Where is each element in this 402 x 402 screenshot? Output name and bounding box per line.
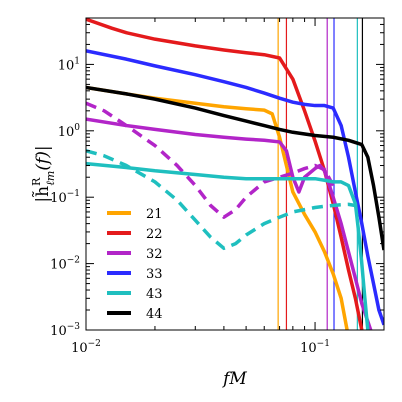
series-line-43 [86, 161, 370, 330]
series-line-43-dashed [86, 149, 356, 251]
legend-label-33: 33 [146, 267, 163, 282]
legend-label-44: 44 [146, 307, 163, 322]
series-lines [86, 18, 384, 330]
series-line-33 [86, 49, 384, 326]
y-axis-label-sup: R [30, 177, 43, 186]
x-tick-label: 10−2 [71, 339, 101, 356]
x-axis-label: fM [221, 369, 247, 389]
y-axis-label-main: |h̃ [32, 186, 53, 203]
plot-background [86, 18, 384, 330]
y-tick-label: 100 [58, 123, 81, 140]
y-axis-label: |h̃Rℓm(f)| [30, 145, 57, 202]
y-tick-label: 101 [58, 56, 80, 73]
series-line-21 [86, 85, 349, 330]
series-line-22 [86, 18, 364, 330]
y-axis-label-sub: ℓm [44, 171, 57, 186]
legend-label-32: 32 [146, 247, 163, 262]
series-line-44 [86, 85, 384, 251]
legend-label-43: 43 [146, 287, 163, 302]
series-line-32 [86, 117, 373, 330]
legend-label-21: 21 [146, 207, 163, 222]
plot-frame [85, 17, 385, 331]
legend-label-22: 22 [146, 227, 163, 242]
legend: 21 22 32 33 43 44 [107, 207, 163, 322]
x-tick-label: 10−1 [300, 339, 330, 356]
y-axis-label-tail: (f)| [33, 145, 53, 170]
y-tick-label: 10−3 [50, 322, 80, 339]
y-tick-label: 10−2 [50, 256, 80, 273]
y-tick-label: 10−1 [50, 189, 80, 206]
